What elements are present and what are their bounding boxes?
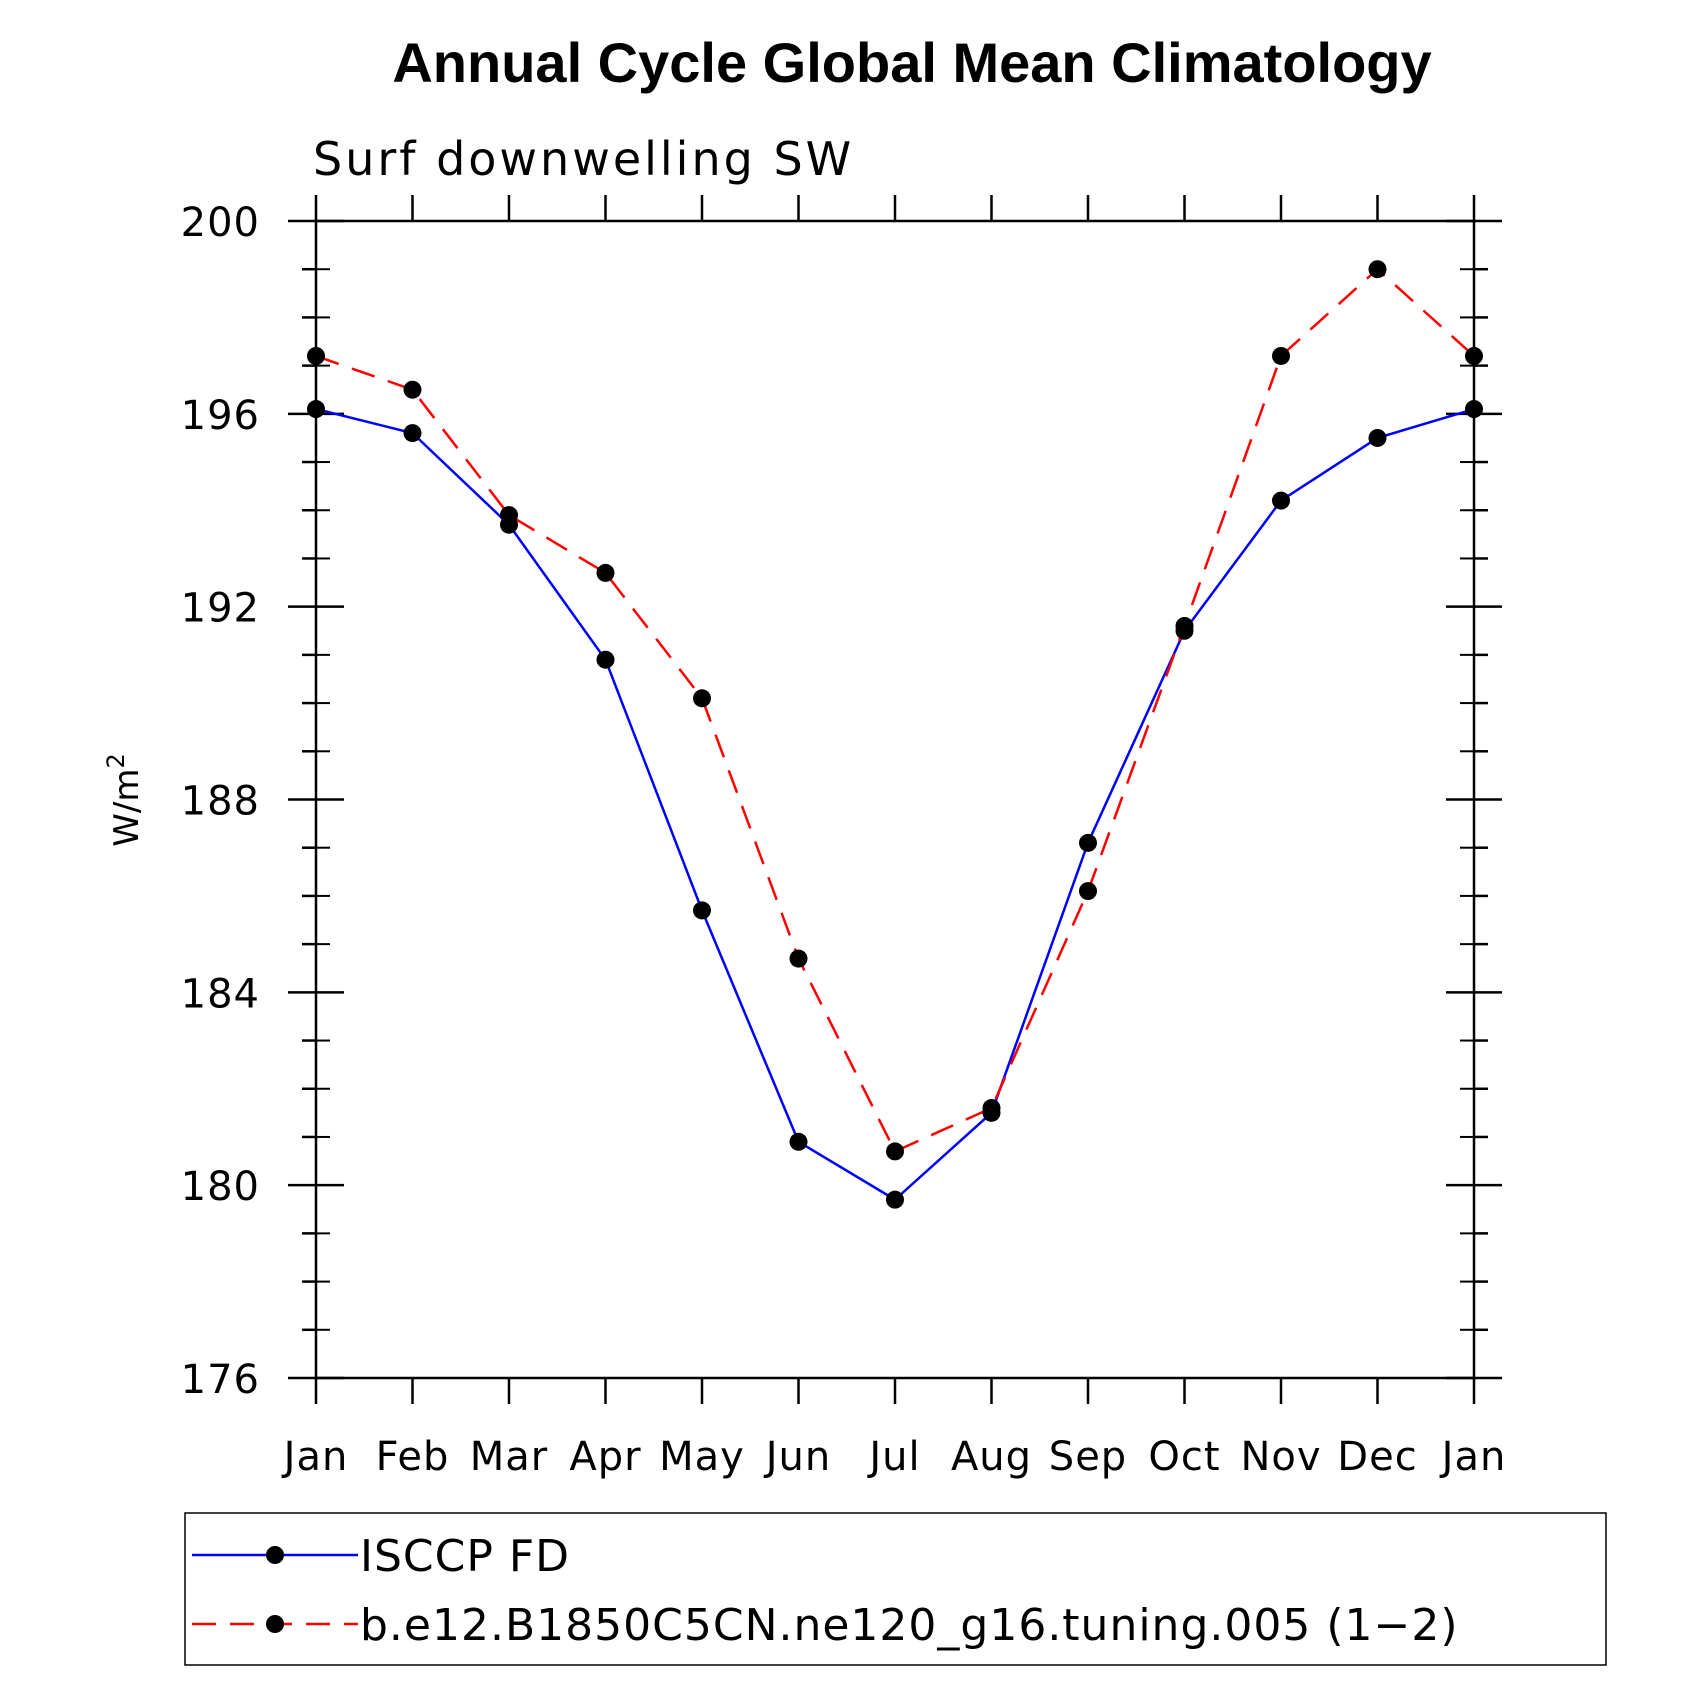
x-tick-label: Apr xyxy=(569,1434,641,1480)
series-1-point xyxy=(596,563,615,582)
legend: ISCCP FD b.e12.B1850C5CN.ne120_g16.tunin… xyxy=(184,1512,1607,1666)
x-tick-label: Oct xyxy=(1148,1434,1220,1480)
series-0-point xyxy=(403,424,422,443)
x-tick-label: Aug xyxy=(951,1434,1032,1480)
x-tick-label: Jun xyxy=(763,1434,832,1480)
series-1-point xyxy=(982,1099,1001,1118)
x-tick-label: May xyxy=(659,1434,745,1480)
y-axis-label-text: W/m xyxy=(107,769,147,847)
series-0-point xyxy=(1272,491,1290,510)
series-0-point xyxy=(596,650,615,669)
series-1-point xyxy=(1079,882,1097,901)
x-tick-label: Sep xyxy=(1049,1434,1127,1480)
series-1-point xyxy=(1175,616,1194,635)
y-tick-label: 184 xyxy=(181,971,260,1017)
x-tick-labels: Jan Feb Mar Apr May Jun Jul Aug Sep Oct Nov Dec Jan xyxy=(281,1434,1507,1480)
chart-subtitle: Surf downwelling SW xyxy=(313,132,854,186)
legend-label-isccp: ISCCP FD xyxy=(360,1531,570,1582)
x-tick-label: Jan xyxy=(1439,1434,1507,1480)
series-1-point xyxy=(693,689,711,708)
legend-box xyxy=(184,1512,1607,1666)
y-tick-label: 176 xyxy=(181,1357,260,1403)
series-0-point xyxy=(789,1132,808,1151)
chart-title: Annual Cycle Global Mean Climatology xyxy=(392,31,1431,94)
series-1-point xyxy=(1368,260,1387,279)
series-0-point xyxy=(886,1190,904,1209)
y-tick-label: 192 xyxy=(181,586,260,632)
x-tick-label: Mar xyxy=(470,1434,548,1480)
axis-ticks xyxy=(288,195,1502,1404)
series-line-0 xyxy=(315,407,1475,1202)
legend-label-model: b.e12.B1850C5CN.ne120_g16.tuning.005 (1−… xyxy=(360,1600,1459,1651)
series-1-point xyxy=(403,380,422,399)
legend-marker-model xyxy=(266,1615,284,1633)
x-tick-label: Nov xyxy=(1240,1434,1321,1480)
legend-marker-isccp xyxy=(266,1546,284,1564)
series-1-point xyxy=(500,506,518,525)
x-tick-label: Jul xyxy=(866,1434,920,1480)
y-tick-label: 180 xyxy=(181,1164,260,1210)
series-layer xyxy=(307,260,1483,1209)
x-tick-label: Feb xyxy=(376,1434,450,1480)
y-tick-label: 188 xyxy=(181,779,260,825)
series-1-point xyxy=(789,949,808,968)
x-tick-label: Dec xyxy=(1337,1434,1417,1480)
y-tick-labels: 176 180 184 188 192 196 200 xyxy=(181,200,260,1403)
series-0-point xyxy=(1368,428,1387,447)
x-tick-label: Jan xyxy=(281,1434,349,1480)
series-line-1 xyxy=(315,267,1475,1154)
plot-frame xyxy=(314,219,1476,1380)
series-1-point xyxy=(886,1142,904,1161)
y-axis-label: W/m2 xyxy=(102,753,147,846)
series-0-point xyxy=(1079,833,1097,852)
series-0-point xyxy=(693,901,711,920)
y-tick-label: 196 xyxy=(181,393,260,439)
y-axis-label-superscript: 2 xyxy=(102,753,130,768)
y-tick-label: 200 xyxy=(181,200,260,246)
series-1-point xyxy=(1272,346,1290,365)
